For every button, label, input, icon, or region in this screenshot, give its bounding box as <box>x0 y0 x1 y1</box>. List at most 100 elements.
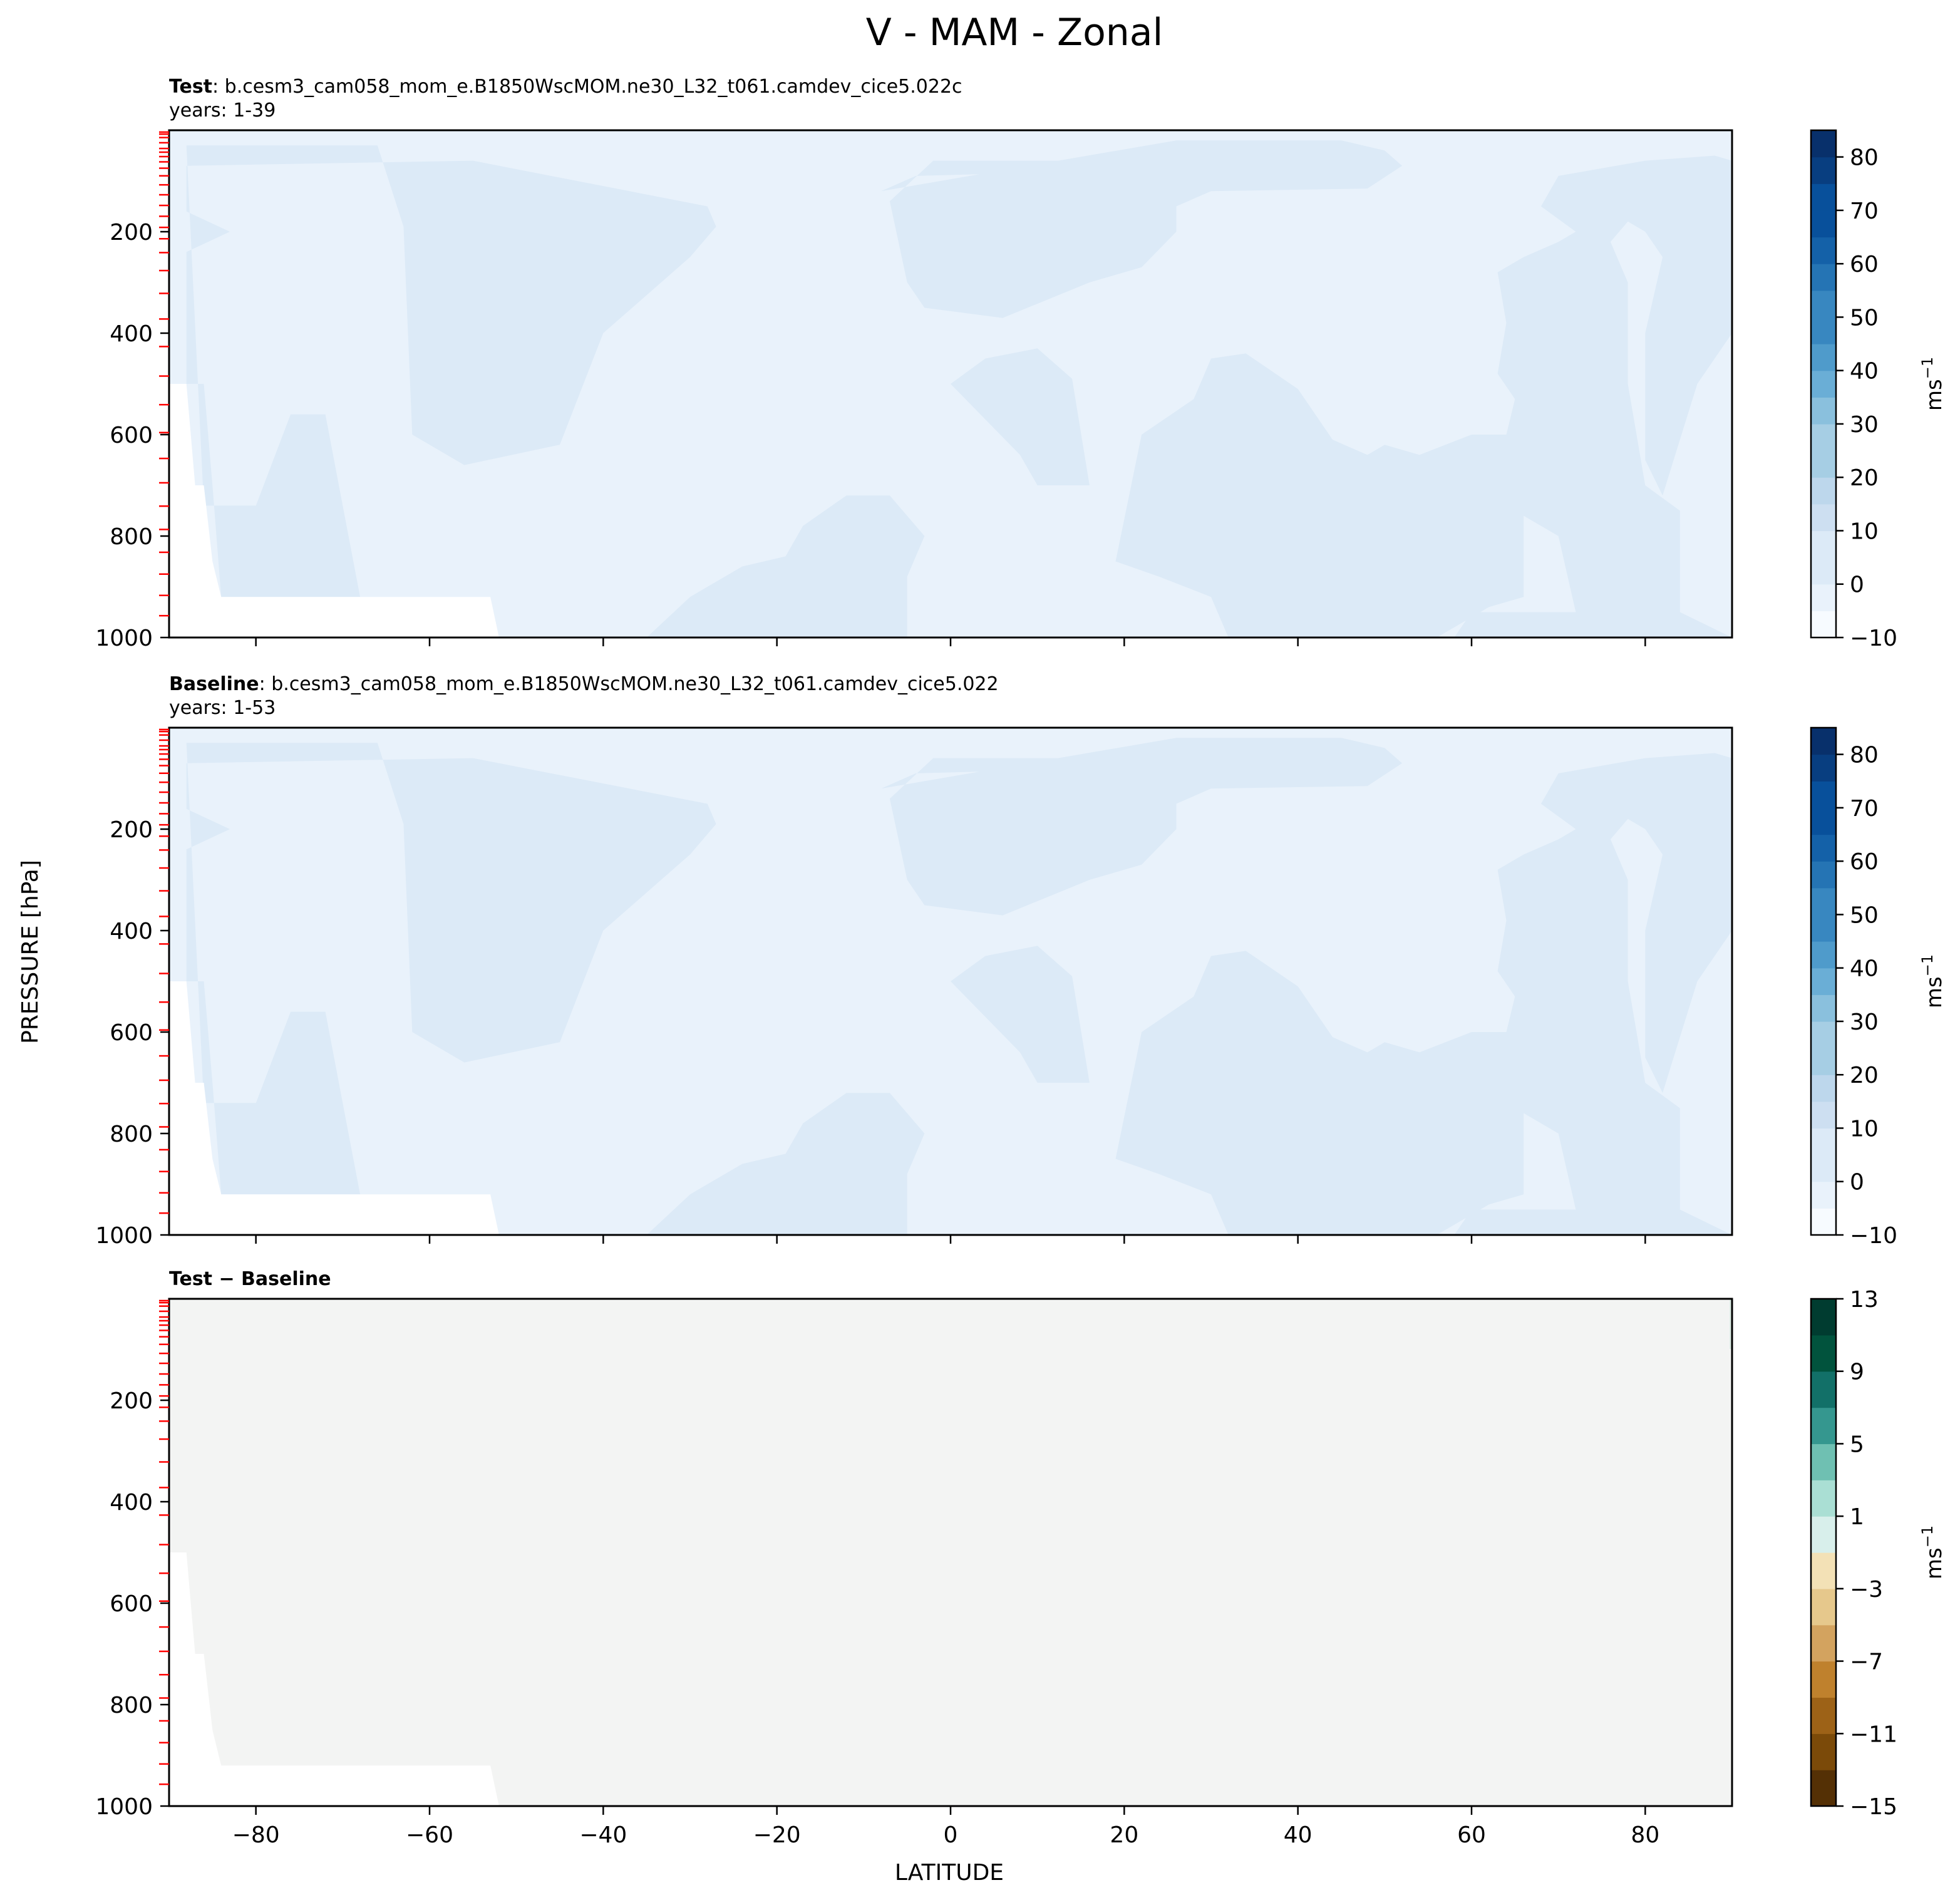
y-tick-label: 1000 <box>95 626 153 651</box>
colorbar-band <box>1811 317 1836 344</box>
colorbar-tick-label: 50 <box>1850 305 1879 331</box>
colorbar-band <box>1811 1335 1836 1372</box>
colorbar-band <box>1811 1480 1836 1517</box>
colorbar-tick-label: 80 <box>1850 145 1879 171</box>
panel-title-bold: Test − Baseline <box>169 1268 331 1290</box>
panel-years: years: 1-53 <box>169 697 276 719</box>
colorbar-tick-label: −11 <box>1850 1722 1897 1747</box>
colorbar-band <box>1811 264 1836 291</box>
colorbar-tick-label: 40 <box>1850 956 1879 982</box>
x-tick-label: 40 <box>1284 1822 1313 1848</box>
colorbar-band <box>1811 450 1836 478</box>
field-region-0 <box>186 145 716 597</box>
colorbar-tick-label: −10 <box>1850 626 1897 651</box>
y-tick-label: 400 <box>110 1490 153 1515</box>
colorbar-tick-label: 10 <box>1850 519 1879 544</box>
colorbar-tick-label: 0 <box>1850 572 1864 598</box>
colorbar-band <box>1811 887 1836 916</box>
colorbar-band <box>1811 237 1836 264</box>
colorbar-tick-label: 70 <box>1850 199 1879 224</box>
colorbar-band <box>1811 914 1836 942</box>
colorbar-tick-label: −7 <box>1850 1650 1883 1675</box>
colorbar-band <box>1811 968 1836 995</box>
colorbar-tick-label: 20 <box>1850 465 1879 491</box>
y-tick-label: 400 <box>110 321 153 347</box>
x-tick-label: 20 <box>1110 1822 1138 1848</box>
colorbar-band <box>1811 1407 1836 1445</box>
colorbar-band <box>1811 807 1836 835</box>
colorbar-band <box>1811 1661 1836 1698</box>
x-tick-label: 60 <box>1457 1822 1486 1848</box>
panel-title-bold: Test <box>169 76 212 98</box>
colorbar-band <box>1811 1624 1836 1662</box>
y-tick-label: 200 <box>110 220 153 245</box>
colorbar-band <box>1811 1101 1836 1129</box>
panel-title: Test: b.cesm3_cam058_mom_e.B1850WscMOM.n… <box>169 76 962 98</box>
y-tick-label: 600 <box>110 423 153 448</box>
field-region-2 <box>951 946 1090 1083</box>
colorbar-frame <box>1810 726 1837 1236</box>
colorbar-tick-label: 30 <box>1850 1009 1879 1035</box>
field-region-4 <box>1115 753 1732 1235</box>
x-tick-label: 80 <box>1631 1822 1659 1848</box>
colorbar-band <box>1811 397 1836 425</box>
colorbar-band <box>1811 130 1836 158</box>
colorbar-label: ms−1 <box>1919 954 1947 1008</box>
y-axis-label: PRESSURE [hPa] <box>18 860 43 1044</box>
colorbar-tick-label: 20 <box>1850 1063 1879 1088</box>
panel-title: Baseline: b.cesm3_cam058_mom_e.B1850WscM… <box>169 673 999 695</box>
x-axis-label: LATITUDE <box>895 1860 1004 1886</box>
colorbar-tick-label: 9 <box>1850 1360 1864 1385</box>
x-tick-label: −60 <box>406 1822 453 1848</box>
field-region-0 <box>186 743 716 1195</box>
colorbar-unit-exponent: −1 <box>1919 1526 1936 1547</box>
colorbar-band <box>1811 941 1836 969</box>
field-edge-positive <box>1730 1299 1732 1349</box>
colorbar-tick-label: 30 <box>1850 412 1879 438</box>
missing-data-region <box>169 981 499 1235</box>
colorbar-band <box>1811 1299 1836 1336</box>
colorbar-tick-label: 1 <box>1850 1504 1864 1530</box>
colorbar-tick-label: −10 <box>1850 1223 1897 1249</box>
field-region-4 <box>1115 155 1732 638</box>
colorbar-label: ms−1 <box>1919 1526 1947 1579</box>
panel-title-run: : b.cesm3_cam058_mom_e.B1850WscMOM.ne30_… <box>212 76 962 98</box>
colorbar-band <box>1811 754 1836 782</box>
y-tick-label: 800 <box>110 524 153 550</box>
colorbar-band <box>1811 1588 1836 1626</box>
panel-title-run: : b.cesm3_cam058_mom_e.B1850WscMOM.ne30_… <box>259 673 999 695</box>
field-region-3 <box>646 1093 925 1235</box>
panel-title-bold: Baseline <box>169 673 259 695</box>
colorbar-band <box>1811 728 1836 755</box>
y-tick-label: 200 <box>110 1388 153 1414</box>
colorbar-band <box>1811 834 1836 862</box>
colorbar-band <box>1811 1552 1836 1589</box>
colorbar-unit-exponent: −1 <box>1919 357 1936 379</box>
colorbar-band <box>1811 1770 1836 1807</box>
panel-2: 200 400 600 800 1000 −80 −60 −40 −20 0 20 40 60 80 Tes… <box>95 1268 1947 1848</box>
field-region-1 <box>881 140 1403 318</box>
colorbar-tick-label: 40 <box>1850 359 1879 385</box>
colorbar-tick-label: 70 <box>1850 796 1879 822</box>
y-tick-label: 800 <box>110 1122 153 1147</box>
colorbar-frame <box>1810 1298 1837 1807</box>
colorbar-band <box>1811 1048 1836 1075</box>
colorbar-tick-label: 60 <box>1850 849 1879 875</box>
panel-title: Test − Baseline <box>169 1268 331 1290</box>
colorbar-band <box>1811 503 1836 532</box>
field-background <box>169 1299 1732 1806</box>
y-tick-label: 200 <box>110 817 153 843</box>
missing-data-region <box>169 1552 499 1806</box>
colorbar-unit: ms <box>1922 1547 1947 1579</box>
figure-title: V - MAM - Zonal <box>866 11 1163 54</box>
colorbar-tick-label: 60 <box>1850 252 1879 277</box>
colorbar-tick-label: −3 <box>1850 1577 1883 1603</box>
colorbar-unit: ms <box>1922 379 1947 411</box>
y-tick-label: 1000 <box>95 1794 153 1820</box>
x-tick-label: −40 <box>579 1822 627 1848</box>
colorbar-band <box>1811 370 1836 398</box>
colorbar-band <box>1811 1371 1836 1408</box>
colorbar-unit: ms <box>1922 976 1947 1008</box>
